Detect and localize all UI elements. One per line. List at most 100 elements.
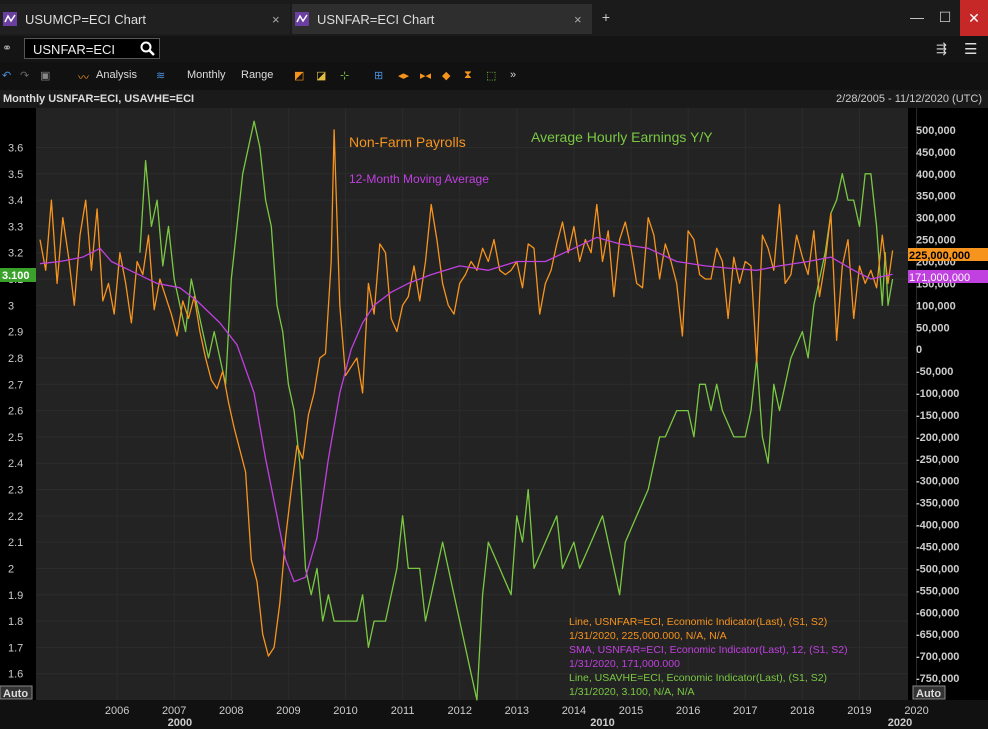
left-last-value-badge: [0, 268, 36, 282]
close-tab-icon[interactable]: ×: [272, 11, 280, 27]
line-chart-icon[interactable]: ◩: [294, 70, 305, 82]
chart-toolbar: ↶ ↷ ▣ 〰 Analysis ≋ Monthly Range ◩ ◪ ⊹ ⊞…: [0, 62, 988, 90]
sma-last-value-badge: [908, 270, 988, 283]
undo-icon[interactable]: ↶: [2, 70, 12, 82]
right-tick-label: -450,000: [916, 542, 959, 554]
left-tick-label: 2.7: [8, 379, 23, 391]
tab-usumcp-chart[interactable]: USUMCP=ECI Chart ×: [0, 4, 290, 34]
right-tick-label: -550,000: [916, 585, 959, 597]
legend: Line, USNFAR=ECI, Economic Indicator(Las…: [569, 616, 848, 698]
tab-label: USNFAR=ECI Chart: [317, 11, 435, 27]
x-tick-label: 2006: [105, 705, 129, 717]
earnings-annotation: Average Hourly Earnings Y/Y: [531, 129, 713, 145]
x-major-label: 2020: [888, 717, 912, 729]
right-tick-label: -750,000: [916, 673, 959, 685]
legend-sma-line1: SMA, USNFAR=ECI, Economic Indicator(Last…: [569, 644, 848, 656]
x-tick-label: 2007: [162, 705, 186, 717]
legend-earnings-line1: Line, USAVHE=ECI, Economic Indicator(Las…: [569, 672, 827, 684]
payrolls-line: [39, 129, 894, 657]
right-tick-label: -400,000: [916, 520, 959, 532]
search-input[interactable]: USNFAR=ECI: [24, 38, 160, 59]
auto-scale-right-button[interactable]: [912, 685, 946, 700]
right-tick-label: 100,000: [916, 300, 956, 312]
crosshair-icon[interactable]: ⊹: [340, 70, 350, 82]
payrolls-last-value: 225,000,000: [909, 250, 970, 262]
camera-icon[interactable]: ▣: [40, 70, 51, 82]
right-tick-label: 0: [916, 344, 922, 356]
right-tick-label: 50,000: [916, 322, 950, 334]
analysis-menu[interactable]: Analysis: [96, 69, 137, 81]
close-window-button[interactable]: ✕: [960, 0, 988, 36]
tab-label: USUMCP=ECI Chart: [25, 11, 146, 27]
plot-area[interactable]: [36, 108, 908, 700]
right-tick-label: -150,000: [916, 410, 959, 422]
chart-icon: [295, 12, 309, 26]
close-tab-icon[interactable]: ×: [574, 11, 582, 27]
left-tick-label: 3.3: [8, 221, 23, 233]
left-tick-label: 3: [8, 300, 14, 312]
x-tick-label: 2017: [733, 705, 757, 717]
x-major-label: 2010: [590, 717, 614, 729]
chart-title: Monthly USNFAR=ECI, USAVHE=ECI: [3, 93, 195, 105]
compress-vertical-icon[interactable]: ⧗: [464, 69, 472, 81]
left-tick-label: 2.8: [8, 353, 23, 365]
legend-payrolls-line2: 1/31/2020, 225,000.000, N/A, N/A: [569, 630, 727, 642]
minimize-button[interactable]: —: [910, 9, 924, 25]
payrolls-last-value-badge: [908, 248, 988, 261]
left-tick-label: 3.2: [8, 248, 23, 260]
left-tick-label: 2.5: [8, 432, 23, 444]
range-menu[interactable]: Range: [241, 69, 274, 81]
zoom-icon[interactable]: ⊞: [374, 70, 384, 82]
left-tick-label: 2.1: [8, 537, 23, 549]
search-icon[interactable]: [140, 41, 156, 57]
right-tick-label: 300,000: [916, 213, 956, 225]
left-tick-label: 2.3: [8, 485, 23, 497]
left-tick-label: 2.4: [8, 458, 23, 470]
analysis-icon: 〰: [78, 72, 89, 84]
right-tick-label: 500,000: [916, 125, 956, 137]
command-bar: ⚭ USNFAR=ECI ⇶ ☰: [0, 36, 988, 62]
left-tick-label: 2.6: [8, 406, 23, 418]
x-tick-label: 2010: [333, 705, 357, 717]
x-tick-label: 2009: [276, 705, 300, 717]
chart-icon: [3, 12, 17, 26]
compress-horizontal-icon[interactable]: ▸◂: [420, 70, 432, 82]
moving-average-line: [39, 236, 893, 583]
left-tick-label: 3.4: [8, 195, 23, 207]
pan-horizontal-icon[interactable]: ◂▸: [398, 70, 410, 82]
left-tick-label: 3.5: [8, 169, 23, 181]
left-tick-label: 2.2: [8, 511, 23, 523]
left-tick-label: 1.6: [8, 669, 23, 681]
auto-scale-left-button[interactable]: [0, 685, 33, 700]
x-tick-label: 2019: [847, 705, 871, 717]
right-tick-label: -300,000: [916, 476, 959, 488]
legend-sma-line2: 1/31/2020, 171,000.000: [569, 658, 680, 670]
more-icon[interactable]: »: [510, 69, 517, 81]
select-icon[interactable]: ⬚: [486, 70, 497, 82]
redo-icon[interactable]: ↷: [20, 70, 30, 82]
legend-payrolls-line1: Line, USNFAR=ECI, Economic Indicator(Las…: [569, 616, 827, 628]
pan-vertical-icon[interactable]: ◆: [442, 70, 451, 82]
right-tick-label: 400,000: [916, 169, 956, 181]
maximize-button[interactable]: ☐: [938, 9, 952, 25]
share-icon[interactable]: ⇶: [936, 41, 947, 56]
x-tick-label: 2008: [219, 705, 243, 717]
menu-icon[interactable]: ☰: [964, 41, 978, 58]
right-tick-label: -250,000: [916, 454, 959, 466]
new-tab-button[interactable]: +: [601, 9, 611, 25]
right-tick-label: -650,000: [916, 629, 959, 641]
earnings-line: [139, 120, 894, 701]
auto-scale-right-label: Auto: [916, 688, 941, 700]
chart-type-icon[interactable]: ◪: [316, 70, 327, 82]
left-tick-label: 3.6: [8, 142, 23, 154]
x-tick-label: 2018: [790, 705, 814, 717]
tab-usnfar-chart[interactable]: USNFAR=ECI Chart ×: [292, 4, 592, 34]
payrolls-annotation: Non-Farm Payrolls: [349, 134, 466, 150]
link-icon[interactable]: ⚭: [2, 41, 13, 55]
x-tick-label: 2013: [505, 705, 529, 717]
interval-menu[interactable]: Monthly: [187, 69, 226, 81]
x-axis-band: [0, 700, 988, 729]
x-major-label: 2000: [168, 717, 192, 729]
studies-icon[interactable]: ≋: [156, 70, 166, 82]
right-tick-label: 250,000: [916, 235, 956, 247]
